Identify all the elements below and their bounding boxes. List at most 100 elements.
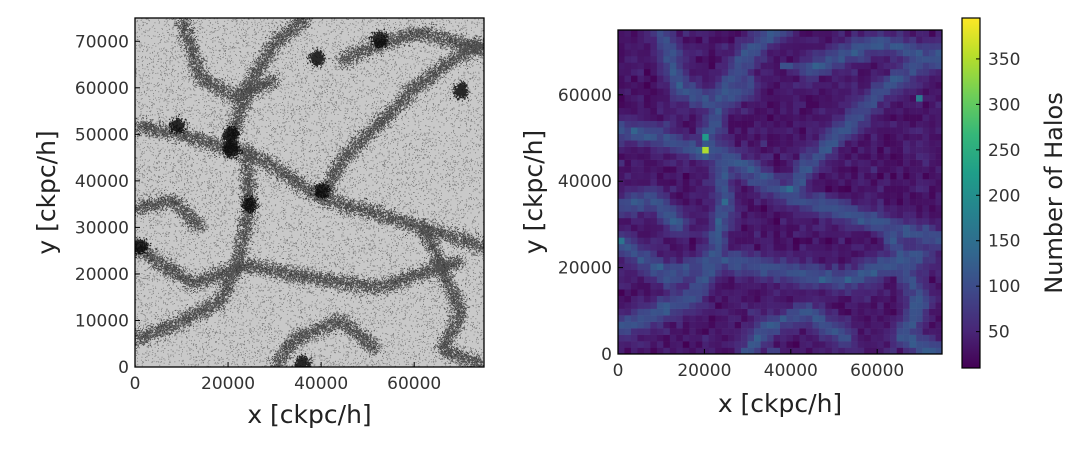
heatmap-cell xyxy=(786,108,793,115)
heatmap-cell xyxy=(903,237,910,244)
heatmap-cell xyxy=(722,166,729,173)
heatmap-cell xyxy=(832,289,839,296)
heatmap-cell xyxy=(890,36,897,43)
heatmap-cell xyxy=(812,302,819,309)
heatmap-cell xyxy=(780,328,787,335)
heatmap-cell xyxy=(657,121,664,128)
heatmap-cell xyxy=(910,283,917,290)
heatmap-cell xyxy=(832,62,839,69)
heatmap-cell xyxy=(877,341,884,348)
heatmap-cell xyxy=(631,62,638,69)
heatmap-cell xyxy=(812,257,819,264)
heatmap-cell xyxy=(806,270,813,277)
heatmap-cell xyxy=(780,30,787,37)
heatmap-cell xyxy=(812,192,819,199)
heatmap-cell xyxy=(910,341,917,348)
heatmap-cell xyxy=(780,153,787,160)
heatmap-cell xyxy=(812,315,819,322)
heatmap-cell xyxy=(670,328,677,335)
heatmap-cell xyxy=(910,211,917,218)
heatmap-cell xyxy=(864,198,871,205)
heatmap-cell xyxy=(923,257,930,264)
heatmap-cell xyxy=(845,95,852,102)
heatmap-cell xyxy=(702,166,709,173)
heatmap-cell xyxy=(845,244,852,251)
heatmap-cell xyxy=(761,289,768,296)
heatmap-cell xyxy=(903,121,910,128)
heatmap-cell xyxy=(786,322,793,329)
heatmap-cell xyxy=(702,127,709,134)
heatmap-cell xyxy=(696,302,703,309)
heatmap-cell xyxy=(767,179,774,186)
heatmap-cell xyxy=(767,160,774,167)
heatmap-cell xyxy=(728,62,735,69)
heatmap-cell xyxy=(683,147,690,154)
heatmap-cell xyxy=(884,114,891,121)
heatmap-cell xyxy=(825,82,832,89)
heatmap-cell xyxy=(689,101,696,108)
heatmap-cell xyxy=(748,218,755,225)
heatmap-cell xyxy=(767,283,774,290)
heatmap-cell xyxy=(923,211,930,218)
heatmap-cell xyxy=(761,328,768,335)
heatmap-cell xyxy=(871,341,878,348)
heatmap-cell xyxy=(683,211,690,218)
heatmap-cell xyxy=(858,43,865,50)
heatmap-cell xyxy=(825,315,832,322)
heatmap-cell xyxy=(780,69,787,76)
heatmap-cell xyxy=(903,186,910,193)
heatmap-cell xyxy=(754,56,761,63)
heatmap-cell xyxy=(864,134,871,141)
heatmap-cell xyxy=(903,322,910,329)
heatmap-cell xyxy=(916,276,923,283)
heatmap-cell xyxy=(709,56,716,63)
heatmap-cell xyxy=(676,296,683,303)
heatmap-cell xyxy=(767,43,774,50)
heatmap-cell xyxy=(871,192,878,199)
heatmap-cell xyxy=(657,341,664,348)
heatmap-cell xyxy=(890,173,897,180)
heatmap-cell xyxy=(825,95,832,102)
heatmap-cell xyxy=(806,49,813,56)
heatmap-cell xyxy=(812,69,819,76)
heatmap-cell xyxy=(741,95,748,102)
heatmap-cell xyxy=(786,147,793,154)
heatmap-cell xyxy=(774,101,781,108)
heatmap-cell xyxy=(728,250,735,257)
heatmap-cell xyxy=(683,296,690,303)
heatmap-cell xyxy=(923,108,930,115)
heatmap-cell xyxy=(624,49,631,56)
heatmap-cell xyxy=(689,62,696,69)
heatmap-cell xyxy=(663,108,670,115)
heatmap-cell xyxy=(897,173,904,180)
heatmap-cell xyxy=(786,276,793,283)
heatmap-cell xyxy=(754,192,761,199)
heatmap-cell xyxy=(786,237,793,244)
heatmap-cell xyxy=(838,283,845,290)
heatmap-cell xyxy=(851,283,858,290)
heatmap-cell xyxy=(871,231,878,238)
heatmap-cell xyxy=(780,315,787,322)
heatmap-cell xyxy=(657,114,664,121)
heatmap-cell xyxy=(845,166,852,173)
heatmap-cell xyxy=(884,147,891,154)
heatmap-cell xyxy=(897,160,904,167)
y-tick-label: 0 xyxy=(118,358,129,378)
heatmap-cell xyxy=(903,270,910,277)
heatmap-cell xyxy=(897,335,904,342)
heatmap-cell xyxy=(884,309,891,316)
heatmap-cell xyxy=(767,82,774,89)
heatmap-cell xyxy=(929,328,936,335)
heatmap-cell xyxy=(676,244,683,251)
heatmap-cell xyxy=(871,263,878,270)
heatmap-cell xyxy=(702,153,709,160)
heatmap-cell xyxy=(741,322,748,329)
heatmap-cell xyxy=(780,270,787,277)
heatmap-cell xyxy=(845,179,852,186)
heatmap-cell xyxy=(838,95,845,102)
heatmap-cell xyxy=(910,140,917,147)
heatmap-cell xyxy=(864,283,871,290)
heatmap-cell xyxy=(936,263,943,270)
heatmap-cell xyxy=(897,224,904,231)
heatmap-cell xyxy=(741,205,748,212)
